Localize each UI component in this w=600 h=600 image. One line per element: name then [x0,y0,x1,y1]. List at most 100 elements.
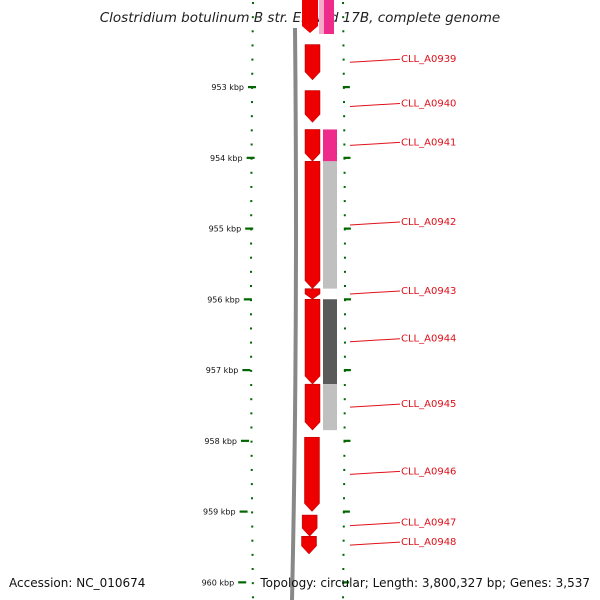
right-track-dot [342,2,345,4]
gene-label: CLL_A0944 [401,334,456,345]
right-track-dot [343,285,346,287]
gene-arrow [304,44,321,81]
gene-leader-line [349,522,401,527]
genome-backbone [290,27,298,600]
tick-label: 953 kbp [211,83,244,92]
left-track-dot [250,426,253,429]
right-track-dot [342,596,345,599]
left-track-dot [251,582,254,585]
top-partial-features [302,0,334,34]
left-track-dot [250,256,253,259]
right-track-dot [343,497,346,500]
right-track-dot [343,242,346,245]
right-track-dot [343,200,346,203]
right-major-tick [342,581,350,584]
left-track-dot [250,341,253,344]
gene-arrow [304,383,321,431]
right-track-dot [343,101,346,104]
gene-arrow [304,161,321,290]
gene-label: CLL_A0942 [401,217,456,228]
right-major-tick [343,439,351,442]
tick-label: 959 kbp [203,508,236,517]
light-gray-feature-bar [323,161,337,289]
tick-label: 956 kbp [207,295,240,304]
left-track-dot [250,171,253,174]
left-track-dot [250,270,253,273]
right-track-dot [343,454,346,457]
gene-arrow [304,90,321,123]
gene-arrow [301,514,318,537]
dark-gray-feature-bar [323,299,337,385]
right-track-dot [342,568,345,570]
gene-arrow [304,299,321,385]
right-track-dot [342,72,345,75]
right-major-tick [343,227,351,230]
left-track-dot [250,468,253,471]
left-track-dot [251,596,254,599]
right-major-tick [343,156,351,159]
right-track-dot [343,398,346,401]
right-track-dot [343,256,346,259]
right-track-dot [343,185,346,188]
left-track-dot [250,200,253,203]
gene-leader-line [349,470,401,475]
tick-label: 960 kbp [202,578,235,587]
ruler-ticks: 953 kbp 954 kbp 955 kbp 956 kbp 957 kbp 958 k… [202,83,351,587]
left-major-tick [246,156,255,159]
gene-label: CLL_A0940 [401,98,456,109]
left-track-dot [251,16,254,19]
gene-leader-line [349,102,401,107]
right-track-dot [342,525,345,528]
tick-label: 958 kbp [204,437,237,446]
partial-magenta-bar-top [324,0,334,34]
right-track-dot [343,412,346,415]
left-track-dot [250,497,253,500]
gene-arrow [304,288,321,300]
left-track-dot [250,454,253,457]
gene-label: CLL_A0945 [401,399,456,410]
gene-leader-line [349,290,401,295]
gene-label: CLL_A0948 [401,537,456,548]
left-track-dot [250,355,253,358]
right-major-tick [342,86,350,89]
left-track-dot [251,539,254,542]
gene-arrows [301,44,321,555]
right-track-dot [342,44,345,47]
right-track-dot [343,355,346,358]
left-track-dot [251,58,254,61]
gene-leader-line [349,221,401,226]
left-track-dot [251,30,254,33]
right-track-dot [342,553,345,556]
tick-label: 955 kbp [209,225,242,234]
gene-label: CLL_A0941 [401,137,456,148]
left-track-dot [250,412,253,415]
partial-gene-arrow-top [302,0,318,33]
right-track-dot [342,539,345,542]
right-track-dot [343,384,346,387]
gene-labels: CLL_A0939 CLL_A0940 CLL_A0941 CLL_A0942 CLL_… [349,54,456,548]
left-track-dot [250,313,253,316]
right-track-dot [343,270,346,273]
gene-leader-line [349,141,401,146]
tick-label: 954 kbp [210,154,243,163]
gene-arrow [301,536,317,555]
left-major-tick [238,581,247,584]
right-track-dot [343,341,346,344]
right-track-dot [343,483,346,486]
left-major-tick [245,227,254,230]
left-track-dot [250,483,253,486]
gene-leader-line [349,541,401,546]
left-track-dot [250,214,253,217]
left-track-dot [250,101,253,104]
gene-label: CLL_A0939 [401,54,456,65]
feature-side-bars [323,129,337,431]
gene-leader-line [349,58,401,63]
left-track-dot [250,242,253,245]
gene-arrow [304,436,320,512]
gene-leader-line [349,403,401,408]
light-gray-feature-bar [323,384,337,431]
gene-arrow [304,129,321,162]
map-title: Clostridium botulinum B str. Eklund 17B,… [99,10,501,26]
right-track-dot [342,58,345,61]
